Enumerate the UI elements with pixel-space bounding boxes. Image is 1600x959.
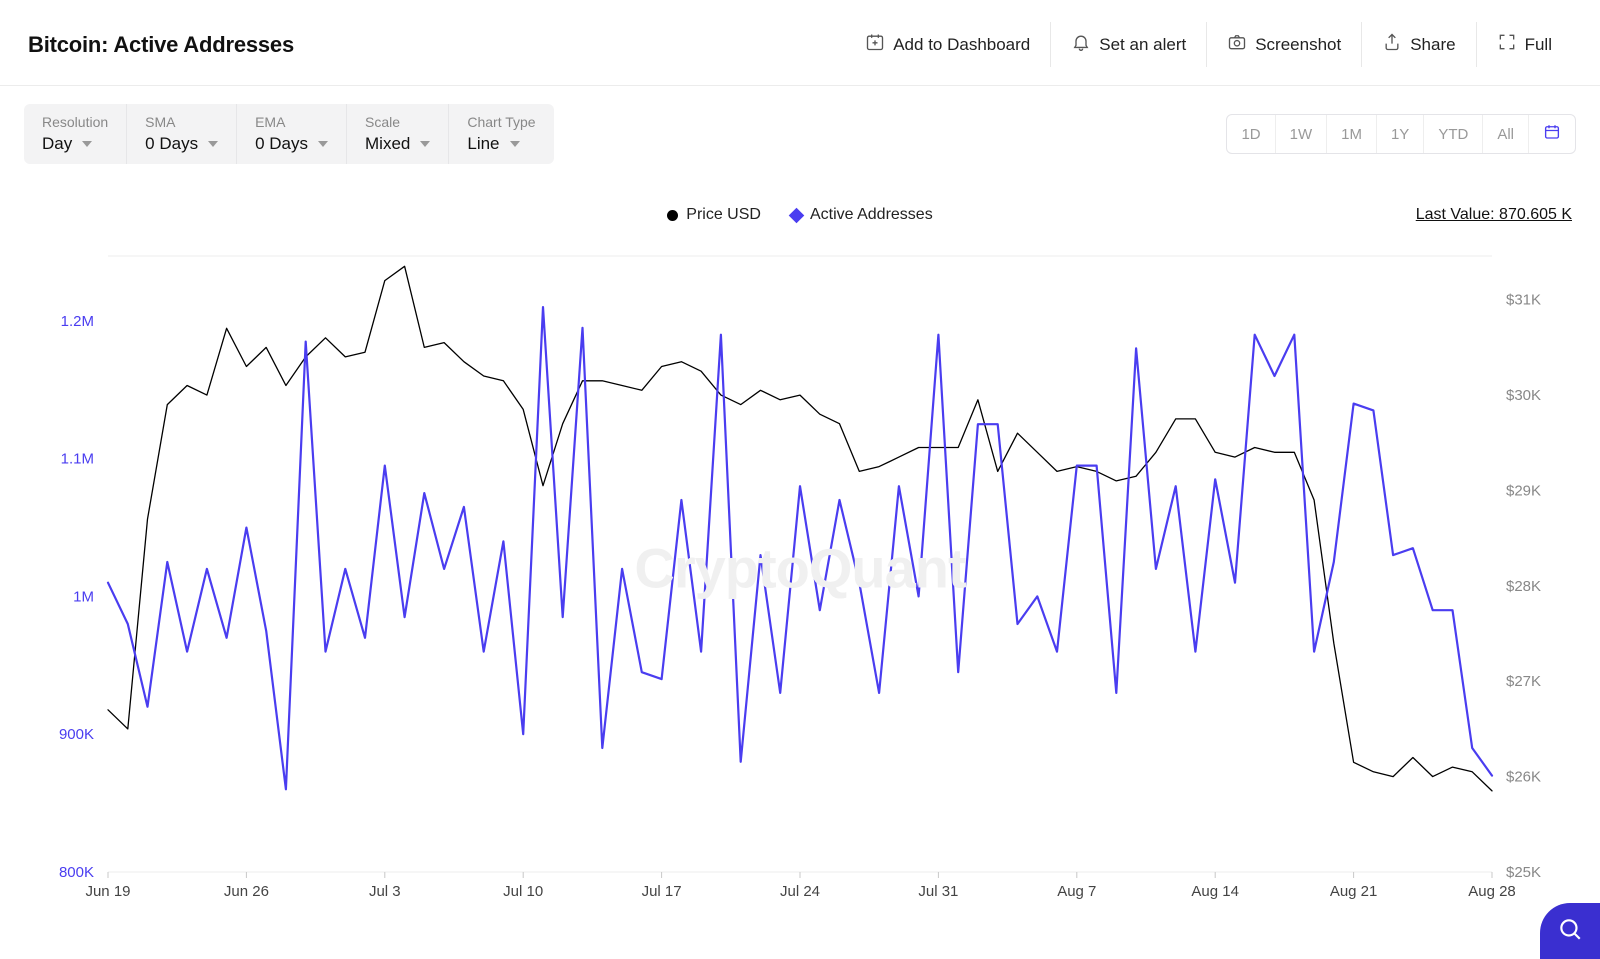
svg-text:$31K: $31K [1506, 292, 1541, 309]
add-dashboard-button[interactable]: Add to Dashboard [845, 22, 1050, 67]
range-calendar-button[interactable] [1529, 115, 1575, 153]
chart-type-value: Line [467, 134, 499, 154]
search-icon [1557, 916, 1583, 947]
legend-active-label: Active Addresses [810, 206, 933, 224]
svg-text:Jul 24: Jul 24 [780, 883, 820, 900]
expand-icon [1497, 32, 1517, 57]
resolution-value: Day [42, 134, 72, 154]
bell-icon [1071, 32, 1091, 57]
legend-price[interactable]: Price USD [667, 206, 761, 224]
range-1y[interactable]: 1Y [1377, 115, 1424, 153]
svg-text:$28K: $28K [1506, 578, 1541, 595]
svg-text:Jul 17: Jul 17 [642, 883, 682, 900]
screenshot-button[interactable]: Screenshot [1206, 22, 1361, 67]
scale-label: Scale [365, 114, 430, 130]
range-1d[interactable]: 1D [1227, 115, 1275, 153]
screenshot-label: Screenshot [1255, 35, 1341, 55]
last-value-link[interactable]: Last Value: 870.605 K [1416, 206, 1572, 224]
legend-active-marker [789, 207, 805, 223]
chart-svg: 800K 900K 1M 1.1M 1.2M $25K $26K $27K $28K $29K $3… [28, 242, 1572, 922]
svg-text:Jul 3: Jul 3 [369, 883, 401, 900]
range-1w[interactable]: 1W [1276, 115, 1328, 153]
legend-active[interactable]: Active Addresses [791, 206, 933, 224]
resolution-label: Resolution [42, 114, 108, 130]
svg-text:$25K: $25K [1506, 864, 1541, 881]
range-ytd[interactable]: YTD [1424, 115, 1483, 153]
chevron-down-icon [510, 141, 520, 147]
camera-icon [1227, 32, 1247, 57]
add-dashboard-icon [865, 32, 885, 57]
svg-text:$30K: $30K [1506, 387, 1541, 404]
controls-row: Resolution Day SMA 0 Days EMA 0 Days Sca… [0, 86, 1600, 164]
svg-text:Jun 19: Jun 19 [85, 883, 130, 900]
ema-value: 0 Days [255, 134, 308, 154]
legend-price-label: Price USD [686, 206, 761, 224]
chevron-down-icon [82, 141, 92, 147]
share-label: Share [1410, 35, 1455, 55]
svg-text:$26K: $26K [1506, 769, 1541, 786]
sma-value: 0 Days [145, 134, 198, 154]
svg-text:Aug 14: Aug 14 [1191, 883, 1239, 900]
chevron-down-icon [420, 141, 430, 147]
set-alert-button[interactable]: Set an alert [1050, 22, 1206, 67]
chart-area[interactable]: CryptoQuant 800K900K1M1.1M1.2M$25K$26K$2… [0, 242, 1600, 922]
svg-text:1M: 1M [73, 588, 94, 605]
legend-price-marker [667, 210, 678, 221]
svg-text:Aug 7: Aug 7 [1057, 883, 1096, 900]
scale-control[interactable]: Scale Mixed [347, 104, 449, 164]
ema-control[interactable]: EMA 0 Days [237, 104, 347, 164]
full-button[interactable]: Full [1476, 22, 1572, 67]
left-controls: Resolution Day SMA 0 Days EMA 0 Days Sca… [24, 104, 554, 164]
add-dashboard-label: Add to Dashboard [893, 35, 1030, 55]
sma-control[interactable]: SMA 0 Days [127, 104, 237, 164]
range-1m[interactable]: 1M [1327, 115, 1377, 153]
svg-text:Jul 31: Jul 31 [918, 883, 958, 900]
svg-text:900K: 900K [59, 726, 94, 743]
page-title: Bitcoin: Active Addresses [28, 32, 294, 58]
topbar: Bitcoin: Active Addresses Add to Dashboa… [0, 0, 1600, 86]
legend-items: Price USD Active Addresses [667, 206, 932, 224]
full-label: Full [1525, 35, 1552, 55]
svg-text:Jul 10: Jul 10 [503, 883, 543, 900]
calendar-icon [1543, 123, 1561, 145]
share-icon [1382, 32, 1402, 57]
svg-text:$27K: $27K [1506, 673, 1541, 690]
legend-row: Price USD Active Addresses Last Value: 8… [0, 202, 1600, 228]
search-fab[interactable] [1540, 903, 1600, 959]
top-actions: Add to Dashboard Set an alert Screenshot… [845, 22, 1572, 67]
svg-text:Aug 21: Aug 21 [1330, 883, 1378, 900]
chart-type-label: Chart Type [467, 114, 535, 130]
chart-type-control[interactable]: Chart Type Line [449, 104, 553, 164]
chevron-down-icon [208, 141, 218, 147]
resolution-control[interactable]: Resolution Day [24, 104, 127, 164]
range-picker: 1D 1W 1M 1Y YTD All [1226, 114, 1576, 154]
chevron-down-icon [318, 141, 328, 147]
range-all[interactable]: All [1483, 115, 1529, 153]
share-button[interactable]: Share [1361, 22, 1475, 67]
set-alert-label: Set an alert [1099, 35, 1186, 55]
scale-value: Mixed [365, 134, 410, 154]
svg-text:$29K: $29K [1506, 482, 1541, 499]
svg-text:1.1M: 1.1M [61, 451, 94, 468]
svg-text:Aug 28: Aug 28 [1468, 883, 1516, 900]
ema-label: EMA [255, 114, 328, 130]
svg-text:1.2M: 1.2M [61, 313, 94, 330]
svg-text:800K: 800K [59, 864, 94, 881]
sma-label: SMA [145, 114, 218, 130]
svg-text:Jun 26: Jun 26 [224, 883, 269, 900]
